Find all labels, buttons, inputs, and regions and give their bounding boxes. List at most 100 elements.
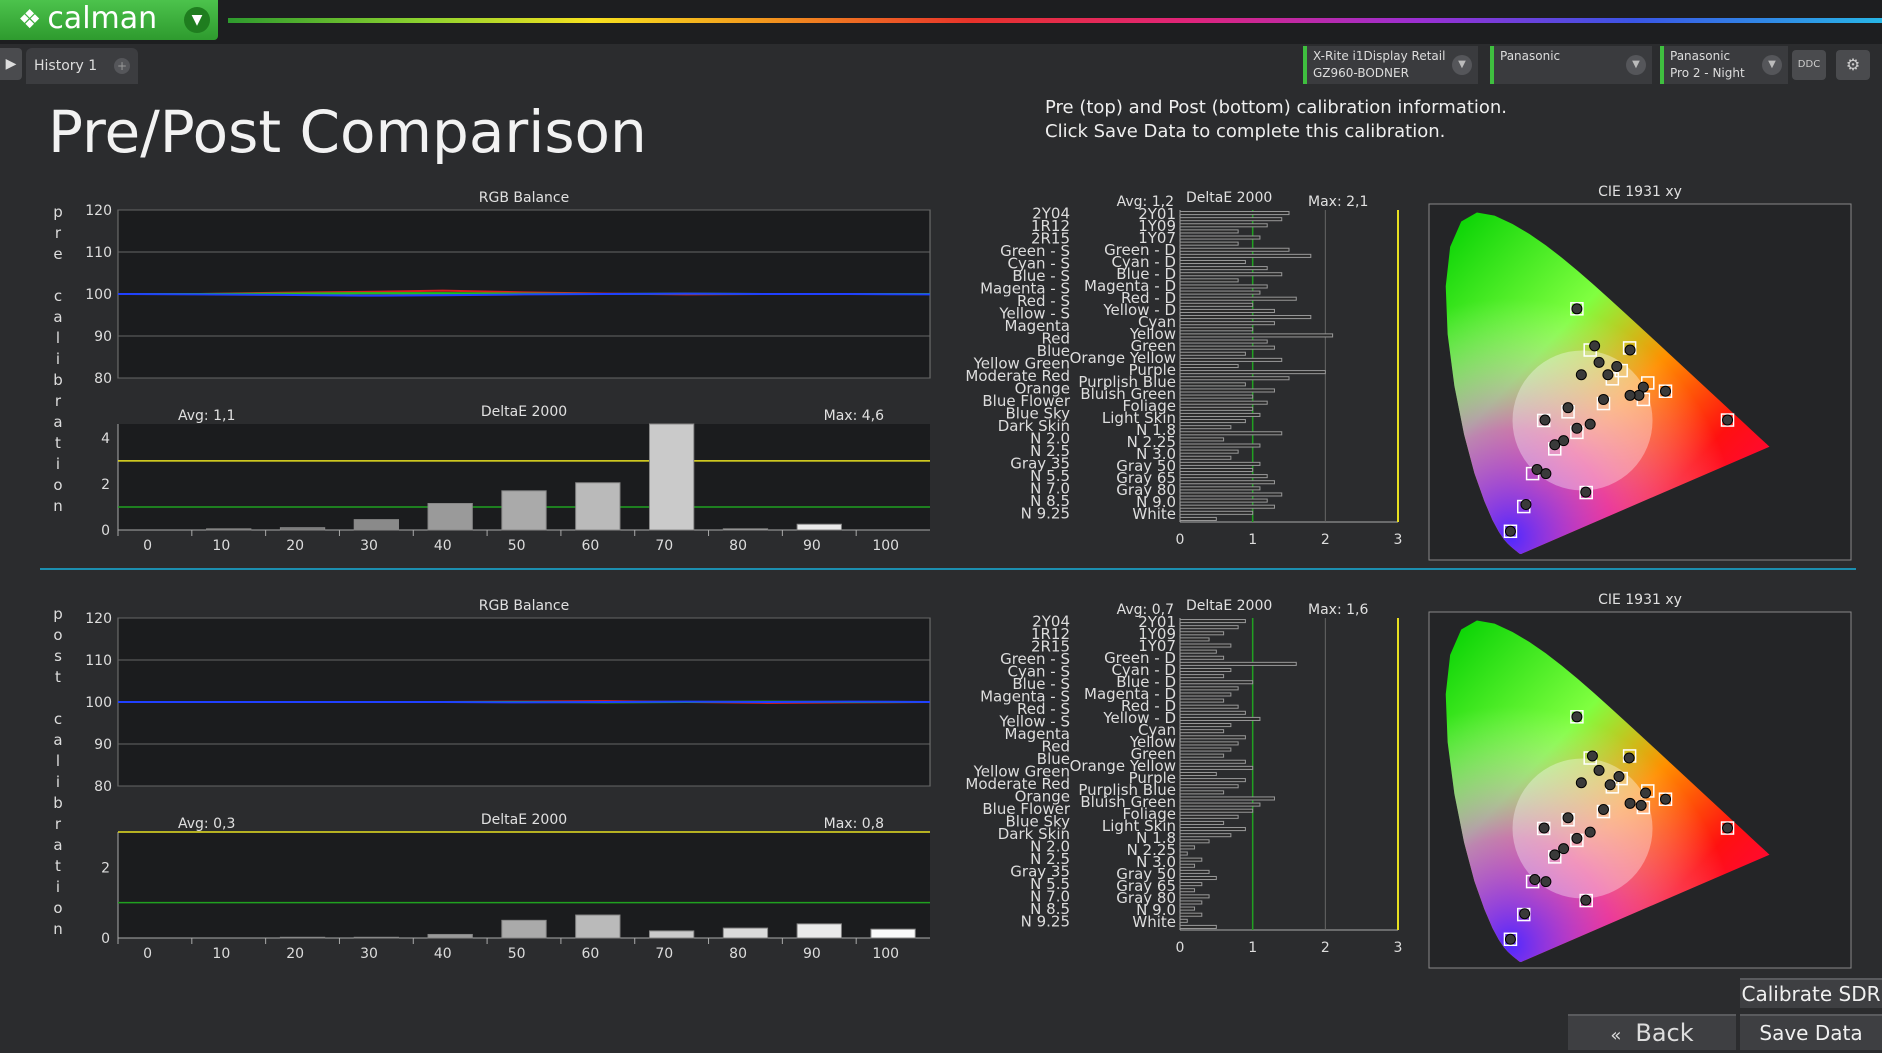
right-swatch-label: Red - D [1121,289,1176,307]
side-label-char: t [55,668,61,686]
y-tick-label: 80 [94,779,112,794]
side-label-char: i [55,350,61,368]
play-icon[interactable]: ▶ [0,48,22,80]
x-tick-label: 90 [803,538,821,554]
deltae-bar [1179,211,1290,216]
info-text: Pre (top) and Post (bottom) calibration … [1045,96,1507,144]
source-name: Panasonic [1500,49,1561,63]
right-swatch-label: Cyan [1138,313,1176,331]
right-swatch-label: Purple [1129,361,1176,379]
add-tab-icon[interactable]: + [114,58,130,74]
side-label-char: n [53,920,63,938]
right-swatch-label: Purple [1129,769,1176,787]
chevron-down-icon[interactable]: ▼ [1762,55,1782,75]
left-swatch-label: Blue - S [1012,675,1070,693]
source-selector[interactable]: Panasonic ▼ [1490,46,1652,84]
bar-60 [575,482,621,531]
y-tick-label: 100 [85,287,112,303]
deltae-bar [1179,492,1283,497]
deltae-bar [1179,710,1246,715]
right-swatch-label: Yellow - D [1102,301,1176,319]
bar-90 [796,523,842,531]
right-swatch-label: Yellow [1129,325,1176,343]
logo-text: calman [47,1,158,36]
app-logo[interactable]: ❖ calman ▼ [0,0,218,40]
chevron-down-icon[interactable]: ▼ [1626,55,1646,75]
pre-rgb-balance-chart: RGB Balance 80 90 100 110 120 [85,190,931,386]
deltae-bar [1179,625,1239,630]
meter-selector[interactable]: X-Rite i1Display Retail GZ960-BODNER ▼ [1303,46,1478,84]
deltae-bar [1179,869,1210,874]
left-swatch-label: Dark Skin [998,825,1070,843]
deltae-bar [1179,924,1217,929]
right-swatch-label: N 1.8 [1136,829,1176,847]
save-data-button[interactable]: Save Data [1740,1014,1882,1050]
x-tick-label: 100 [872,946,899,962]
deltae-bar [1179,480,1275,485]
deltae-bar [1179,661,1297,666]
deltae-bar [1179,698,1225,703]
chart-title: RGB Balance [479,190,569,206]
deltae-bar [1179,315,1312,320]
back-button[interactable]: « Back [1568,1014,1736,1050]
right-swatch-label: Gray 65 [1116,877,1176,895]
measured-point [1571,422,1583,434]
left-swatch-label: Moderate Red [965,775,1070,793]
side-label-char: b [53,794,63,812]
spectrum-bar [228,18,1882,23]
display-selector[interactable]: Panasonic Pro 2 - Night ▼ [1660,46,1788,84]
measured-point [1593,356,1605,368]
target-marker [1570,710,1584,724]
measured-point [1624,389,1636,401]
measured-point [1660,793,1671,805]
right-swatch-label: Gray 50 [1116,457,1176,475]
tab-history[interactable]: History 1 + [26,48,138,84]
chevron-down-icon[interactable]: ▼ [1452,55,1472,75]
left-swatch-label: Green - S [1000,242,1070,260]
right-swatch-label: N 1.8 [1136,421,1176,439]
right-swatch-label: Gray 50 [1116,865,1176,883]
chevron-down-icon[interactable]: ▼ [184,7,210,33]
deltae-bar [1179,266,1268,271]
calibrate-sdr-button[interactable]: Calibrate SDR [1740,978,1882,1008]
gear-icon[interactable]: ⚙ [1836,50,1870,80]
deltae-bar [1179,474,1268,479]
deltae-bar [1179,771,1217,777]
target-marker [1503,524,1518,539]
deltae-bar [1179,875,1217,881]
ddc-icon[interactable]: DDC [1792,50,1826,80]
side-label-char: r [54,224,62,242]
bar-50 [501,919,547,939]
left-swatch-label: Blue Flower [982,392,1070,410]
side-label-char: o [53,626,63,644]
measured-point [1604,779,1616,791]
deltae-bar [1179,253,1312,258]
right-swatch-label: White [1132,505,1176,523]
measured-point [1660,385,1671,397]
measured-point [1571,711,1583,723]
side-label-char [48,688,68,709]
side-label-char: r [54,815,62,833]
deltae-bar [1179,643,1232,648]
left-swatch-label: Gray 35 [1010,454,1070,472]
measured-point [1624,797,1636,809]
y-tick-label: 120 [85,611,112,627]
x-tick-label: 80 [729,946,747,962]
left-swatch-label: Red - S [1017,292,1070,310]
chart-title: DeltaE 2000 [481,404,567,420]
measured-point [1593,764,1605,776]
right-swatch-label: Purplish Blue [1078,373,1176,391]
deltae-bar [1179,443,1261,448]
measured-point [1575,777,1587,789]
x-tick-label: 40 [434,538,452,554]
deltae-bar [1179,759,1246,764]
bar-30 [353,519,400,531]
left-swatch-label: N 2.0 [1030,837,1070,855]
measured-point [1602,369,1614,381]
deltae-bar [1179,790,1225,795]
measured-point [1549,439,1561,451]
y-tick-label: 90 [94,329,112,345]
right-swatch-label: Bluish Green [1080,793,1176,811]
